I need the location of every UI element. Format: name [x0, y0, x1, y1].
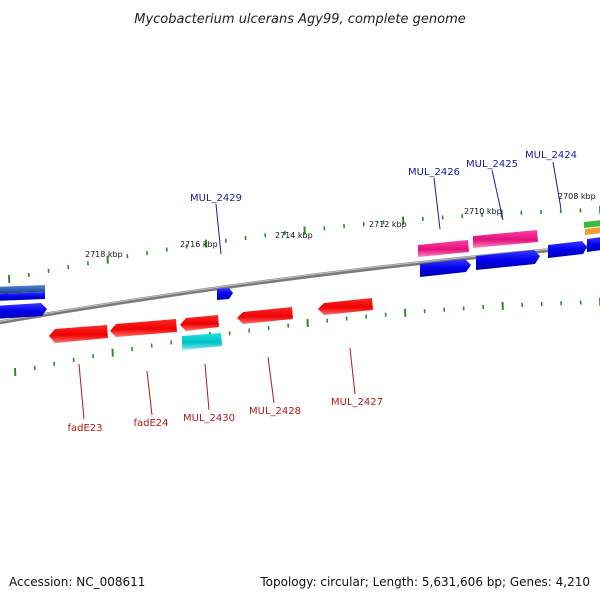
gene-label-mul-2429[interactable]: MUL_2429 — [190, 193, 242, 204]
accession-text: Accession: NC_008611 — [9, 575, 145, 589]
gene-feature[interactable] — [0, 285, 45, 294]
gene-label-fade24[interactable]: fadE24 — [133, 418, 168, 429]
gene-feature[interactable] — [182, 333, 222, 350]
gene-feature-mul-2430[interactable] — [180, 315, 219, 331]
gene-label-fade23[interactable]: fadE23 — [67, 423, 102, 434]
label-leader — [433, 177, 441, 230]
gene-feature[interactable] — [0, 292, 45, 301]
gene-feature-mul-2424[interactable] — [548, 241, 587, 258]
gene-feature[interactable] — [476, 250, 540, 270]
label-leader — [491, 169, 504, 221]
gene-label-mul-2430[interactable]: MUL_2430 — [183, 413, 235, 424]
map-title: Mycobacterium ulcerans Agy99, complete g… — [134, 12, 466, 27]
gene-feature-fade24[interactable] — [110, 319, 177, 337]
gene-feature-mul-2425[interactable] — [473, 230, 538, 248]
genome-summary-text: Topology: circular; Length: 5,631,606 bp… — [259, 575, 590, 589]
gene-feature-mul-2427[interactable] — [318, 298, 373, 315]
label-leader — [349, 347, 356, 395]
gene-feature-mul-2428[interactable] — [237, 307, 293, 324]
label-leader — [552, 161, 562, 210]
tick-label-2708: 2708 kbp — [558, 192, 596, 201]
gene-feature-mul-2429[interactable] — [217, 288, 233, 300]
tick-label-2710: 2710 kbp — [464, 207, 502, 216]
label-leader — [215, 203, 222, 255]
gene-feature[interactable] — [584, 220, 600, 228]
gene-label-mul-2424[interactable]: MUL_2424 — [525, 150, 577, 161]
gene-feature[interactable] — [0, 303, 47, 319]
label-leader — [267, 356, 275, 404]
gene-label-mul-2427[interactable]: MUL_2427 — [331, 397, 383, 408]
gene-label-mul-2426[interactable]: MUL_2426 — [408, 167, 460, 178]
gene-feature[interactable] — [420, 259, 471, 277]
tick-row-upper — [8, 206, 600, 284]
tick-label-2712: 2712 kbp — [369, 220, 407, 229]
label-leader — [204, 363, 210, 411]
gene-feature-fade23[interactable] — [49, 325, 108, 343]
label-leader — [146, 370, 153, 416]
gene-label-mul-2425[interactable]: MUL_2425 — [466, 159, 518, 170]
gene-label-mul-2428[interactable]: MUL_2428 — [249, 406, 301, 417]
label-leader — [78, 363, 85, 420]
tick-label-2716: 2716 kbp — [180, 240, 218, 249]
gene-feature[interactable] — [585, 227, 600, 235]
gene-feature-mul-2426[interactable] — [418, 240, 469, 257]
tick-label-2718: 2718 kbp — [85, 250, 123, 259]
tick-label-2714: 2714 kbp — [275, 231, 313, 240]
gene-feature[interactable] — [587, 237, 600, 252]
